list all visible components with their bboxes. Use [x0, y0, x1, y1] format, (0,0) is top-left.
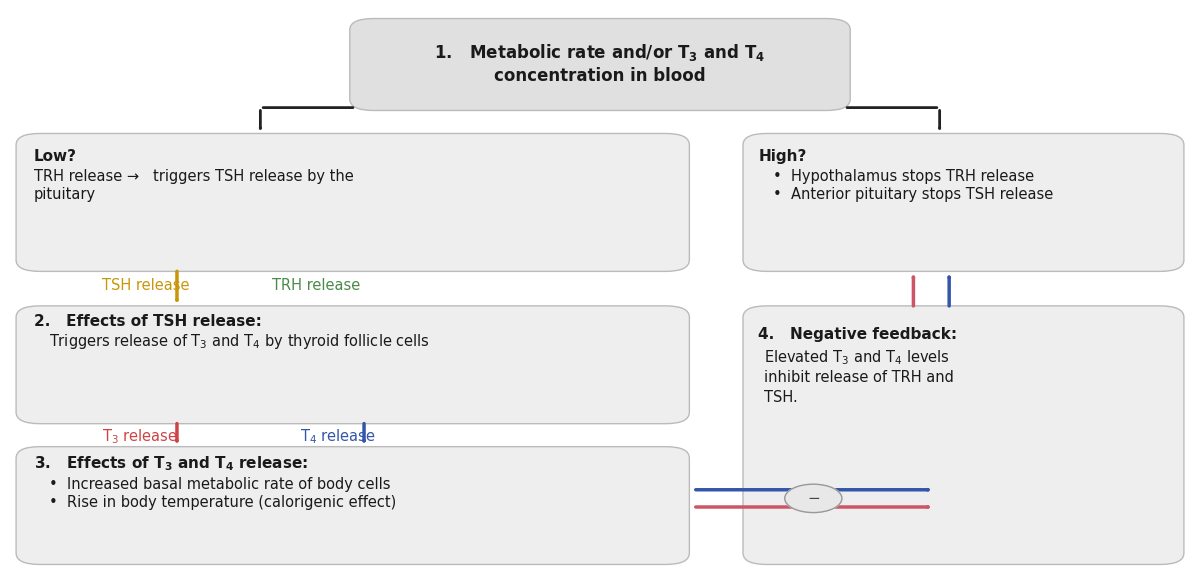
FancyBboxPatch shape — [16, 447, 689, 564]
Ellipse shape — [785, 484, 842, 512]
FancyBboxPatch shape — [16, 306, 689, 424]
Text: •  Rise in body temperature (calorigenic effect): • Rise in body temperature (calorigenic … — [49, 496, 397, 511]
Text: High?: High? — [758, 149, 806, 164]
Text: TRH release →   triggers TSH release by the: TRH release → triggers TSH release by th… — [34, 169, 354, 184]
Text: TRH release: TRH release — [272, 278, 360, 293]
Text: Triggers release of $\mathregular{T_3}$ and $\mathregular{T_4}$ by thyroid folli: Triggers release of $\mathregular{T_3}$ … — [49, 332, 431, 351]
Text: −: − — [806, 491, 820, 506]
Text: $\mathregular{T_3}$ release: $\mathregular{T_3}$ release — [102, 427, 178, 445]
Text: TSH release: TSH release — [102, 278, 190, 293]
Text: $\mathregular{T_4}$ release: $\mathregular{T_4}$ release — [300, 427, 376, 445]
FancyBboxPatch shape — [349, 19, 851, 111]
Text: 4.   Negative feedback:: 4. Negative feedback: — [758, 327, 958, 342]
Text: 3.   Effects of $\mathregular{T_3}$ and $\mathregular{T_4}$ release:: 3. Effects of $\mathregular{T_3}$ and $\… — [34, 455, 308, 473]
Text: pituitary: pituitary — [34, 188, 96, 202]
Text: concentration in blood: concentration in blood — [494, 67, 706, 85]
FancyBboxPatch shape — [743, 134, 1184, 272]
Text: Low?: Low? — [34, 149, 77, 164]
FancyBboxPatch shape — [16, 134, 689, 272]
Text: •  Anterior pituitary stops TSH release: • Anterior pituitary stops TSH release — [773, 188, 1054, 202]
Text: 1.   Metabolic rate and/or $\mathregular{T_3}$ and $\mathregular{T_4}$: 1. Metabolic rate and/or $\mathregular{T… — [434, 42, 766, 63]
Text: TSH.: TSH. — [764, 390, 798, 405]
Text: 2.   Effects of TSH release:: 2. Effects of TSH release: — [34, 314, 262, 329]
Text: Elevated $\mathregular{T_3}$ and $\mathregular{T_4}$ levels: Elevated $\mathregular{T_3}$ and $\mathr… — [764, 348, 950, 367]
Text: •  Increased basal metabolic rate of body cells: • Increased basal metabolic rate of body… — [49, 476, 391, 491]
Text: •  Hypothalamus stops TRH release: • Hypothalamus stops TRH release — [773, 169, 1034, 184]
Text: inhibit release of TRH and: inhibit release of TRH and — [764, 370, 954, 385]
FancyBboxPatch shape — [743, 306, 1184, 564]
